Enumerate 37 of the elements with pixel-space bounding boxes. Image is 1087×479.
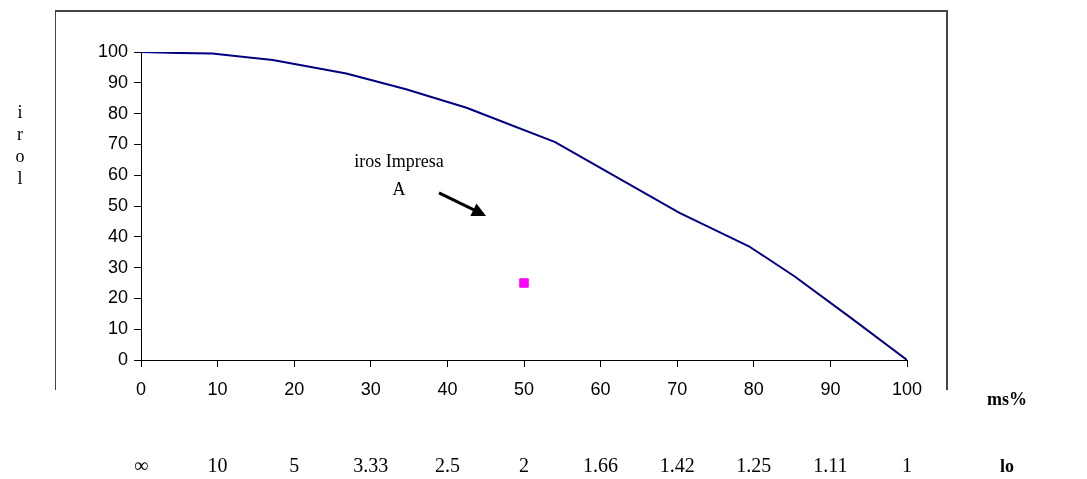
text: 10 — [207, 454, 228, 477]
text: 3.33 — [353, 454, 389, 477]
x-tick-label: 10 — [207, 378, 228, 399]
x-tick-label: 0 — [135, 378, 147, 399]
text: 1.25 — [736, 454, 772, 477]
text: ∞ — [133, 454, 149, 477]
x-tick-label: 40 — [437, 378, 458, 399]
text: 1.66 — [583, 454, 619, 477]
y-tick-label: 0 — [117, 348, 128, 369]
y-tick-label: 40 — [107, 225, 128, 246]
y-tick-label: 90 — [107, 71, 128, 92]
text: 5 — [289, 454, 300, 477]
text: 2 — [519, 454, 529, 477]
text: 2.5 — [434, 454, 460, 477]
y-tick-label: 20 — [107, 287, 128, 308]
x-tick-label: 90 — [820, 378, 841, 399]
x-tick-label: 20 — [284, 378, 305, 399]
y-tick-label: 100 — [97, 40, 128, 61]
y-tick-label: 50 — [107, 194, 128, 215]
y-tick-label: 60 — [107, 164, 128, 185]
y-axis-title: irol — [15, 101, 25, 188]
y-tick-label: 70 — [107, 133, 128, 154]
x-tick-label: 70 — [667, 378, 688, 399]
y-tick-label: 10 — [107, 318, 128, 339]
x-tick-label: 60 — [590, 378, 611, 399]
annotation: iros Impresa A — [354, 150, 444, 199]
x-tick-label: 50 — [513, 378, 535, 399]
y-tick-label: 80 — [107, 102, 128, 123]
text: lo — [999, 455, 1015, 476]
text: 1 — [902, 454, 912, 477]
x-axis-title: ms% — [987, 388, 1027, 409]
x-tick-label: 100 — [891, 378, 923, 399]
y-tick-label: 30 — [107, 256, 128, 277]
x-tick-label: 80 — [743, 378, 764, 399]
x-tick-label: 30 — [360, 378, 381, 399]
text: 1.42 — [659, 454, 695, 477]
text: 1.11 — [813, 454, 848, 477]
